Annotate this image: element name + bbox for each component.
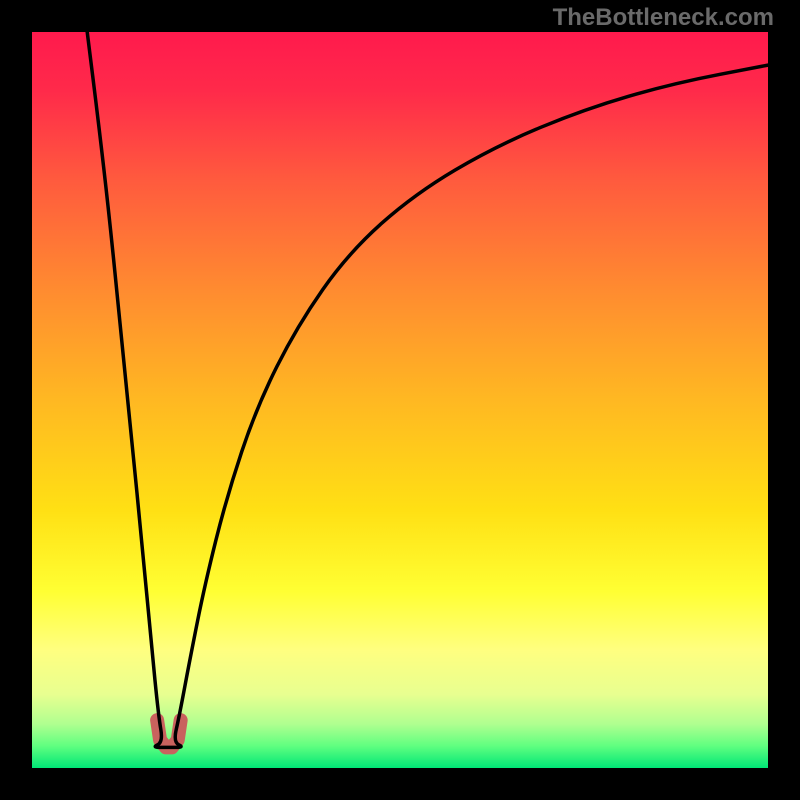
chart-svg	[0, 0, 800, 800]
watermark-text: TheBottleneck.com	[553, 4, 774, 32]
plot-background	[32, 32, 768, 768]
chart-frame: TheBottleneck.com	[0, 0, 800, 800]
